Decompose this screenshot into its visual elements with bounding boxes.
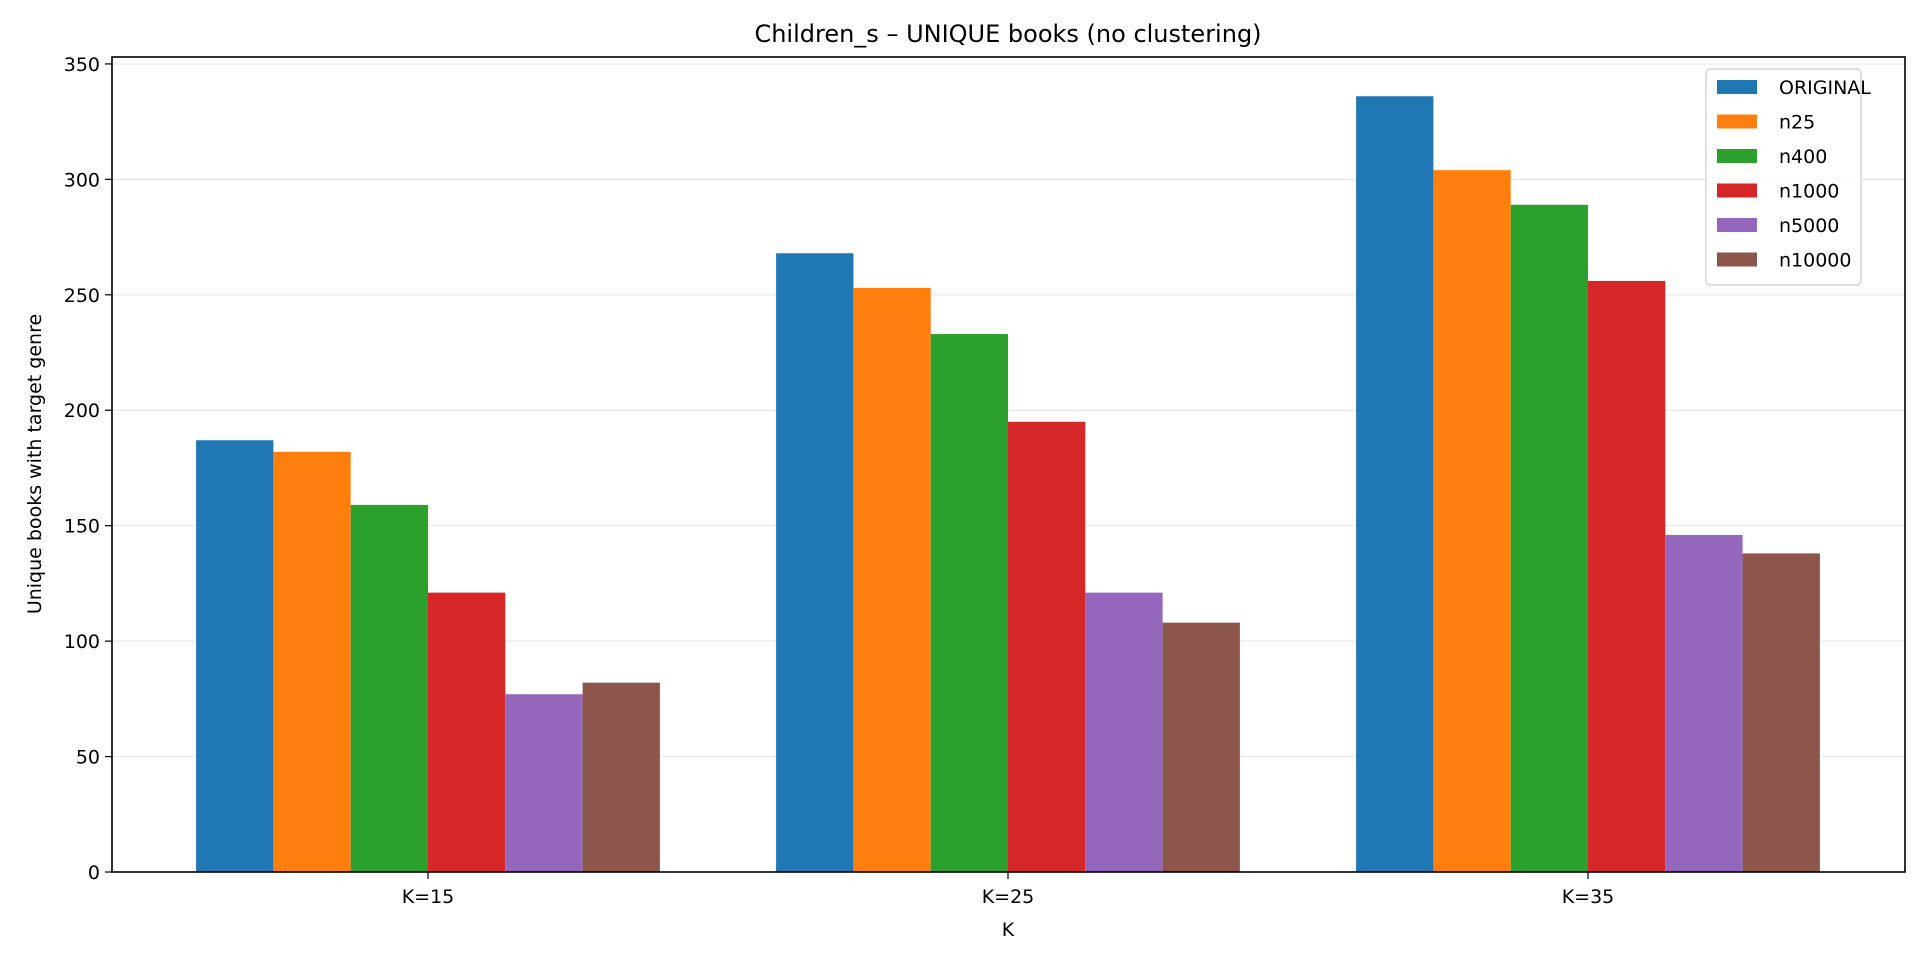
y-tick-label: 350 (64, 54, 100, 76)
x-axis-ticks: K=15 K=25 K=35 (402, 872, 1615, 908)
y-tick-label: 200 (64, 400, 100, 422)
x-tick-label: K=35 (1562, 886, 1615, 908)
bars (196, 96, 1820, 873)
bar-n10000-k15 (582, 682, 660, 872)
bar-n400-k25 (930, 334, 1008, 872)
x-tick-label: K=25 (982, 886, 1035, 908)
y-tick-label: 0 (88, 862, 100, 884)
legend-swatch-n1000 (1717, 183, 1757, 198)
bar-original-k15 (196, 440, 274, 872)
legend: ORIGINAL n25 n400 n1000 n5000 n10000 (1705, 68, 1871, 286)
bar-n5000-k25 (1085, 592, 1163, 872)
bar-original-k25 (776, 253, 854, 872)
bar-n5000-k35 (1665, 534, 1743, 872)
legend-swatch-original (1717, 80, 1757, 94)
bar-n1000-k35 (1588, 280, 1666, 872)
bar-n1000-k15 (428, 592, 506, 872)
legend-label-original: ORIGINAL (1779, 77, 1871, 99)
legend-label-n10000: n10000 (1779, 250, 1851, 272)
y-tick-label: 300 (64, 169, 100, 191)
bar-n1000-k25 (1008, 421, 1086, 872)
bar-n10000-k25 (1162, 622, 1240, 872)
bar-n5000-k15 (505, 694, 583, 872)
bar-original-k35 (1356, 96, 1434, 873)
legend-label-n25: n25 (1779, 112, 1815, 134)
legend-swatch-n400 (1717, 149, 1757, 163)
bar-n25-k25 (853, 287, 931, 872)
bar-n400-k15 (350, 504, 428, 872)
bar-n25-k35 (1433, 170, 1511, 872)
legend-label-n1000: n1000 (1779, 181, 1839, 203)
bar-n10000-k35 (1742, 553, 1820, 872)
y-axis-ticks: 0 50 100 150 200 250 300 350 (64, 54, 112, 884)
y-tick-label: 250 (64, 285, 100, 307)
x-tick-label: K=15 (402, 886, 455, 908)
bar-n25-k15 (273, 451, 351, 872)
legend-label-n400: n400 (1779, 146, 1827, 168)
y-tick-label: 150 (64, 516, 100, 538)
x-axis-label: K (1002, 919, 1015, 941)
y-tick-label: 100 (64, 631, 100, 653)
legend-label-n5000: n5000 (1779, 215, 1839, 237)
legend-swatch-n5000 (1717, 218, 1757, 232)
legend-swatch-n25 (1717, 114, 1757, 129)
y-axis-label: Unique books with target genre (24, 314, 46, 614)
legend-swatch-n10000 (1717, 252, 1757, 267)
y-tick-label: 50 (76, 747, 100, 769)
chart-title: Children_s – UNIQUE books (no clustering… (754, 20, 1261, 48)
bar-n400-k35 (1510, 204, 1588, 873)
